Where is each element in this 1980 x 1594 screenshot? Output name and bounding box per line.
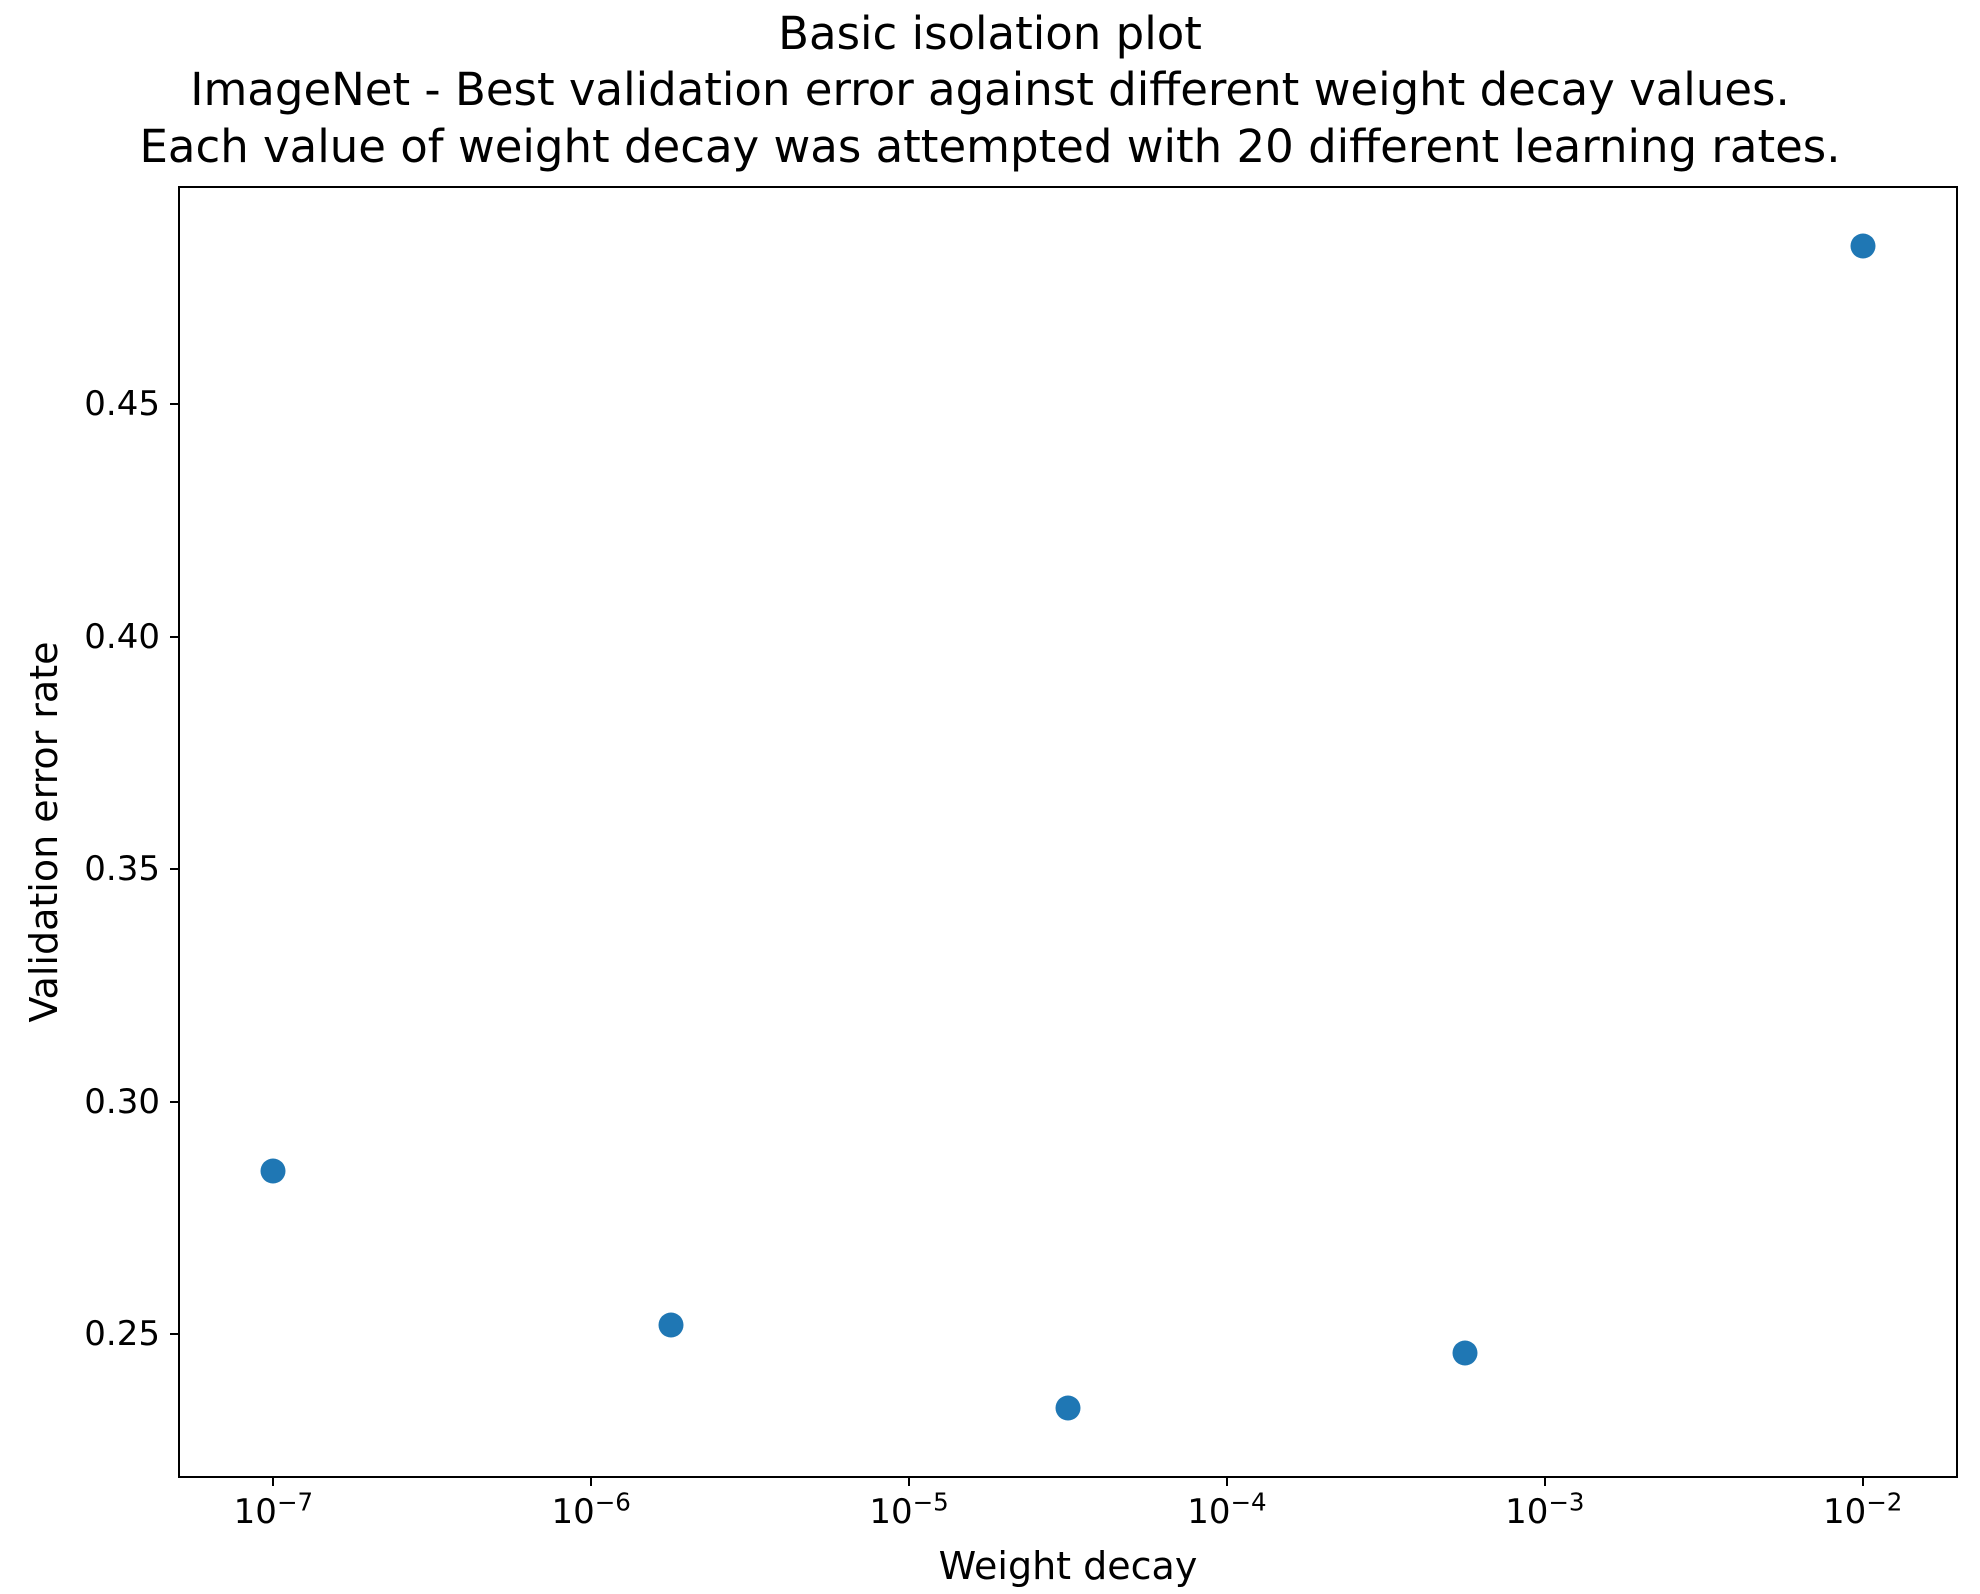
x-tick-label: 10−5 xyxy=(869,1492,948,1532)
x-tick-label: 10−7 xyxy=(234,1492,313,1532)
y-tick-label: 0.25 xyxy=(84,1314,160,1354)
figure: Basic isolation plot ImageNet - Best val… xyxy=(0,0,1980,1594)
y-axis-label: Validation error rate xyxy=(22,642,66,1023)
y-tick-label: 0.40 xyxy=(84,617,160,657)
x-tick-mark xyxy=(272,1478,274,1486)
y-tick-mark xyxy=(170,1101,178,1103)
y-tick-label: 0.45 xyxy=(84,384,160,424)
data-point xyxy=(658,1312,683,1337)
spine-bottom xyxy=(178,1476,1958,1478)
title-block: Basic isolation plot ImageNet - Best val… xyxy=(0,6,1980,175)
data-point xyxy=(1453,1340,1478,1365)
title-line-2: ImageNet - Best validation error against… xyxy=(0,62,1980,118)
y-tick-mark xyxy=(170,1333,178,1335)
title-line-1: Basic isolation plot xyxy=(0,6,1980,62)
x-tick-mark xyxy=(908,1478,910,1486)
x-tick-label: 10−3 xyxy=(1505,1492,1584,1532)
spine-top xyxy=(178,186,1958,188)
y-tick-label: 0.30 xyxy=(84,1082,160,1122)
x-tick-mark xyxy=(1226,1478,1228,1486)
y-tick-mark xyxy=(170,868,178,870)
spine-left xyxy=(178,186,180,1478)
data-point xyxy=(1055,1396,1080,1421)
x-tick-label: 10−6 xyxy=(552,1492,631,1532)
plot-area xyxy=(178,186,1958,1478)
x-tick-label: 10−4 xyxy=(1187,1492,1266,1532)
x-tick-mark xyxy=(1544,1478,1546,1486)
x-tick-mark xyxy=(1862,1478,1864,1486)
spine-right xyxy=(1956,186,1958,1478)
y-tick-mark xyxy=(170,636,178,638)
x-tick-label: 10−2 xyxy=(1823,1492,1902,1532)
y-tick-label: 0.35 xyxy=(84,849,160,889)
y-tick-mark xyxy=(170,403,178,405)
data-point xyxy=(1850,234,1875,259)
data-point xyxy=(261,1159,286,1184)
x-tick-mark xyxy=(590,1478,592,1486)
x-axis-label: Weight decay xyxy=(939,1544,1198,1588)
title-line-3: Each value of weight decay was attempted… xyxy=(0,119,1980,175)
